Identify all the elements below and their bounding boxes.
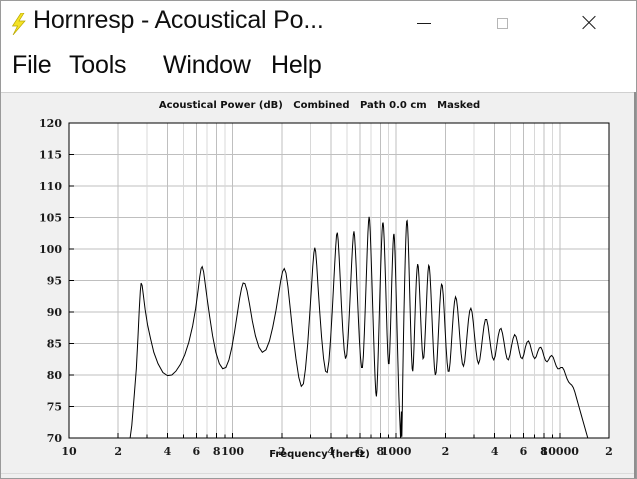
menu-item-tools[interactable]: Tools — [69, 51, 127, 79]
window-title: Hornresp - Acoustical Po... — [33, 6, 324, 34]
minimize-icon — [417, 22, 431, 24]
x-tick-label: 2 — [114, 445, 122, 458]
x-tick-label: 8 — [376, 445, 384, 458]
x-tick-label: 2 — [278, 445, 286, 458]
y-tick-label: 110 — [39, 180, 62, 193]
y-tick-label: 85 — [47, 338, 62, 351]
x-tick-label: 10000 — [541, 445, 580, 458]
menu-item-help[interactable]: Help — [271, 51, 322, 79]
chart-client-area: Acoustical Power (dB) Combined Path 0.0 … — [1, 92, 636, 478]
y-tick-label: 95 — [47, 275, 62, 288]
plot-wrapper: 70 75 80 85 90 95 100 105 110 115 120 10 2 4 6 8 100 2 4 6 8… — [10, 97, 629, 472]
x-tick-label: 6 — [520, 445, 528, 458]
x-tick-label: 8 — [213, 445, 221, 458]
x-tick-label: 4 — [327, 445, 335, 458]
status-bar — [1, 473, 636, 478]
y-tick-label: 120 — [39, 117, 62, 130]
y-tick-label: 90 — [47, 306, 63, 319]
maximize-icon — [496, 17, 508, 29]
y-tick-label: 105 — [39, 212, 62, 225]
menu-bar: File Tools Window Help — [1, 47, 636, 91]
x-tick-label: 2 — [605, 445, 613, 458]
close-icon — [581, 15, 597, 31]
x-axis-title: Frequency (hertz) — [269, 449, 370, 460]
y-tick-label: 75 — [47, 401, 62, 414]
x-tick-label: 8 — [540, 445, 548, 458]
window-right-edge — [634, 92, 636, 478]
x-tick-label: 100 — [221, 445, 244, 458]
x-tick-label: 6 — [356, 445, 364, 458]
x-tick-label: 6 — [192, 445, 200, 458]
x-tick-label: 1000 — [381, 445, 412, 458]
x-tick-label: 4 — [491, 445, 499, 458]
y-tick-label: 80 — [47, 369, 63, 382]
x-tick-label: 10 — [61, 445, 77, 458]
y-axis: 70 75 80 85 90 95 100 105 110 115 120 — [39, 117, 74, 445]
maximize-button[interactable] — [479, 1, 525, 45]
data-series-0 — [129, 216, 589, 438]
menu-item-window[interactable]: Window — [163, 51, 251, 79]
close-button[interactable] — [566, 1, 612, 45]
y-tick-label: 100 — [39, 243, 62, 256]
title-bar: Hornresp - Acoustical Po... — [1, 1, 636, 45]
chart-title: Acoustical Power (dB) Combined Path 0.0 … — [158, 100, 481, 111]
x-tick-label: 4 — [164, 445, 172, 458]
x-tick-label: 2 — [442, 445, 450, 458]
chart-surface: Acoustical Power (dB) Combined Path 0.0 … — [10, 97, 629, 472]
y-tick-label: 70 — [47, 432, 63, 445]
minimize-button[interactable] — [401, 1, 447, 45]
lightning-bolt-icon — [10, 13, 28, 35]
y-tick-label: 115 — [39, 149, 62, 162]
menu-item-file[interactable]: File — [12, 51, 52, 79]
